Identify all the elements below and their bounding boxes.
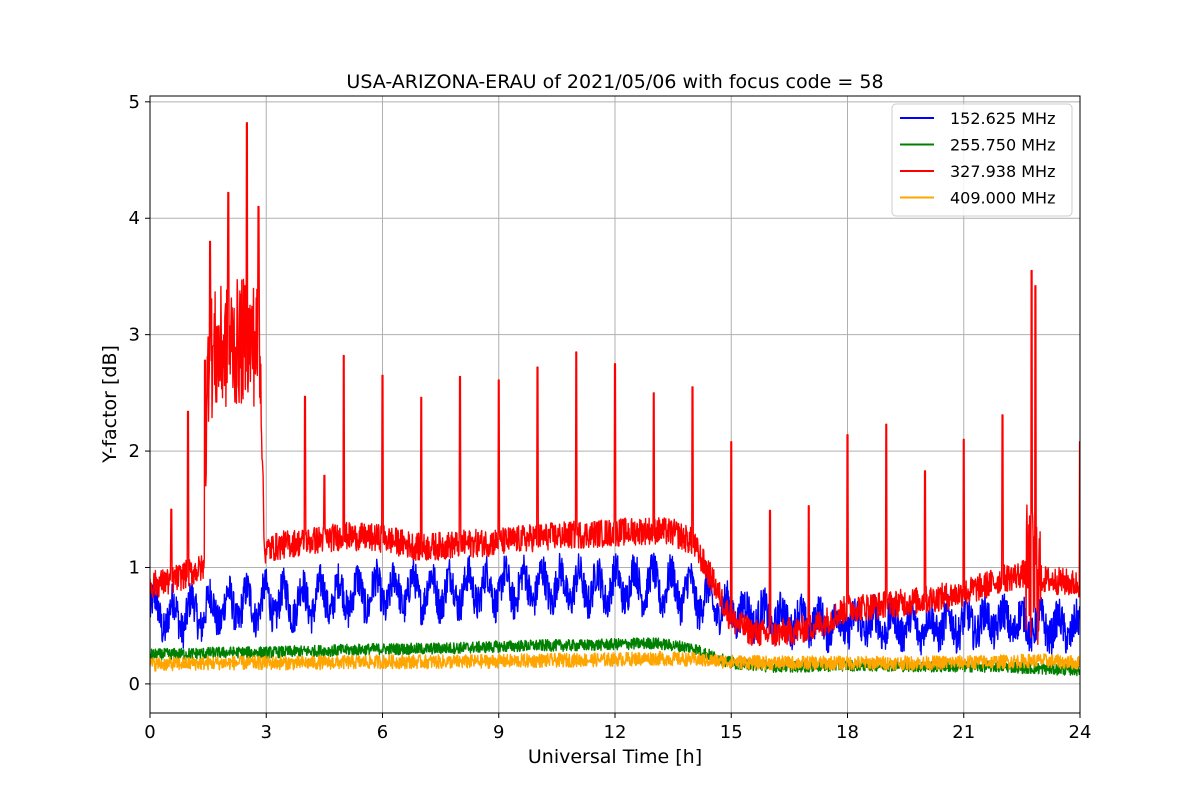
legend-label: 409.000 MHz bbox=[950, 189, 1055, 208]
y-tick-label: 1 bbox=[129, 557, 140, 578]
y-tick-label: 0 bbox=[129, 674, 140, 695]
y-axis-label: Y-factor [dB] bbox=[99, 345, 121, 464]
x-tick-label: 12 bbox=[604, 722, 627, 743]
series-line-255750 bbox=[150, 637, 1080, 677]
x-tick-label: 6 bbox=[377, 722, 388, 743]
x-tick-label: 0 bbox=[144, 722, 155, 743]
series-line-409000 bbox=[150, 650, 1080, 672]
legend: 152.625 MHz 255.750 MHz 327.938 MHz 409.000… bbox=[891, 103, 1073, 217]
x-tick-label: 24 bbox=[1069, 722, 1092, 743]
y-tick-label: 2 bbox=[129, 441, 140, 462]
y-tick-label: 5 bbox=[129, 92, 140, 113]
y-axis: 0 1 2 3 4 5 bbox=[129, 92, 150, 695]
x-tick-label: 15 bbox=[720, 722, 743, 743]
x-tick-label: 21 bbox=[952, 722, 975, 743]
legend-label: 255.750 MHz bbox=[950, 136, 1055, 155]
series-line-152625 bbox=[150, 552, 1080, 656]
x-tick-label: 3 bbox=[261, 722, 272, 743]
series-layer bbox=[150, 122, 1080, 677]
chart-title: USA-ARIZONA-ERAU of 2021/05/06 with focu… bbox=[346, 71, 883, 93]
legend-label: 327.938 MHz bbox=[950, 162, 1055, 181]
y-tick-label: 4 bbox=[129, 208, 140, 229]
legend-box bbox=[891, 103, 1073, 217]
x-tick-label: 9 bbox=[493, 722, 504, 743]
x-axis: 0 3 6 9 12 15 18 21 24 bbox=[144, 713, 1091, 743]
legend-label: 152.625 MHz bbox=[950, 109, 1055, 128]
series-line-327938 bbox=[150, 122, 1080, 647]
x-tick-label: 18 bbox=[836, 722, 859, 743]
y-tick-label: 3 bbox=[129, 325, 140, 346]
x-axis-label: Universal Time [h] bbox=[528, 746, 702, 768]
